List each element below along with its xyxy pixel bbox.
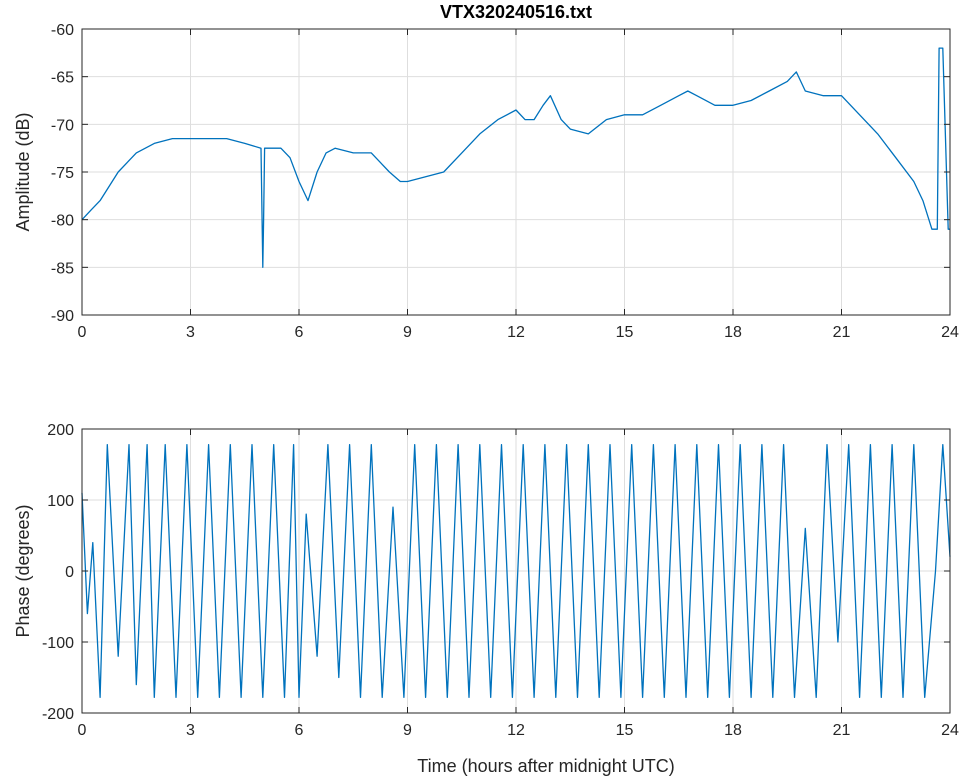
- phase-y-tick-label: 0: [65, 564, 74, 581]
- amplitude-x-tick-label: 9: [403, 324, 412, 341]
- amplitude-x-tick-label: 21: [833, 324, 851, 341]
- phase-y-axis-label: Phase (degrees): [13, 504, 33, 637]
- amplitude-y-tick-label: -90: [51, 308, 74, 325]
- phase-x-tick-label: 3: [186, 722, 195, 739]
- phase-x-tick-label: 24: [941, 722, 959, 739]
- amplitude-x-tick-label: 12: [507, 324, 525, 341]
- phase-y-tick-label: 100: [47, 493, 74, 510]
- amplitude-series-line: [81, 47, 950, 268]
- amplitude-y-tick-label: -85: [51, 260, 74, 277]
- phase-x-tick-label: 12: [507, 722, 525, 739]
- amplitude-y-tick-label: -60: [51, 22, 74, 39]
- amplitude-x-tick-label: 3: [186, 324, 195, 341]
- amplitude-y-tick-label: -65: [51, 70, 74, 87]
- phase-x-tick-label: 21: [833, 722, 851, 739]
- phase-y-tick-label: -100: [42, 635, 74, 652]
- amplitude-axes: 0 3 6 9 12 15 18 21 24 -60 -65 -70 -75 -80 -85 -90 VTX32…: [13, 2, 959, 341]
- phase-x-tick-label: 15: [616, 722, 634, 739]
- amplitude-y-tick-label: -75: [51, 165, 74, 182]
- phase-x-axis-label: Time (hours after midnight UTC): [417, 756, 674, 776]
- amplitude-y-tick-label: -80: [51, 213, 74, 230]
- amplitude-y-tick-label: -70: [51, 117, 74, 134]
- chart-title: VTX320240516.txt: [440, 2, 592, 22]
- phase-y-tick-label: -200: [42, 706, 74, 723]
- amplitude-x-tick-label: 18: [724, 324, 742, 341]
- amplitude-x-tick-label: 6: [295, 324, 304, 341]
- amplitude-y-axis-label: Amplitude (dB): [13, 112, 33, 231]
- phase-x-tick-label: 18: [724, 722, 742, 739]
- phase-x-tick-label: 6: [295, 722, 304, 739]
- amplitude-x-tick-label: 0: [78, 324, 87, 341]
- amplitude-x-tick-label: 24: [941, 324, 959, 341]
- amplitude-x-tick-label: 15: [616, 324, 634, 341]
- phase-y-tick-label: 200: [47, 422, 74, 439]
- phase-x-tick-label: 0: [78, 722, 87, 739]
- phase-x-tick-label: 9: [403, 722, 412, 739]
- phase-axes: 0 3 6 9 12 15 18 21 24 200 100 0 -100 -200 Phase (degr…: [13, 422, 959, 776]
- phase-series-line: [81, 443, 951, 699]
